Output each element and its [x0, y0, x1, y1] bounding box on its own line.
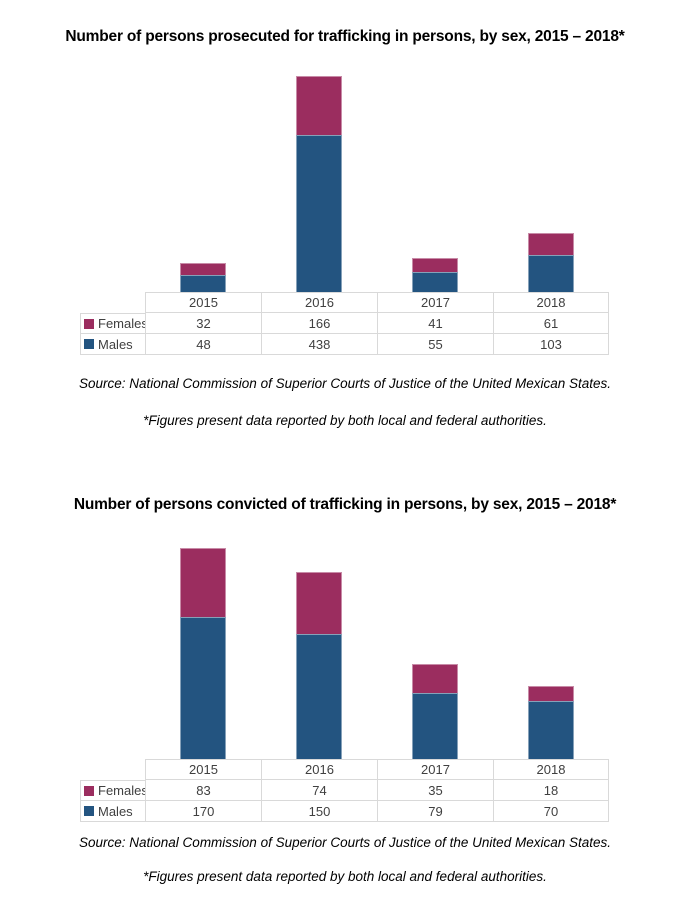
bar-2018 [493, 548, 609, 759]
chart-section-prosecuted: Number of persons prosecuted for traffic… [0, 28, 690, 429]
stacked-bar [296, 572, 342, 759]
year-header-cell: 2016 [261, 759, 377, 780]
chart-title-prosecuted: Number of persons prosecuted for traffic… [65, 28, 625, 45]
males-color-swatch-icon [84, 806, 94, 816]
value-cell: 170 [145, 801, 261, 822]
males-segment [528, 700, 574, 759]
females-color-swatch-icon [84, 785, 94, 796]
bar-2018 [493, 76, 609, 292]
year-header-row: 2015 2016 2017 2018 [80, 759, 609, 780]
males-segment [296, 633, 342, 759]
females-segment [296, 572, 342, 634]
females-segment [412, 663, 458, 694]
legend-column-spacer [80, 76, 145, 292]
females-legend-label: Females [98, 316, 145, 331]
value-cell: 74 [261, 780, 377, 801]
stacked-bar [412, 257, 458, 292]
data-table: 2015 2016 2017 2018 Females 83 74 35 18 [80, 759, 609, 822]
bar-2015 [145, 548, 261, 759]
bar-2017 [377, 76, 493, 292]
year-header-cell: 2018 [493, 292, 609, 313]
females-row: Females 83 74 35 18 [80, 780, 609, 801]
females-segment [296, 76, 342, 136]
value-cell: 79 [377, 801, 493, 822]
females-row: Females 32 166 41 61 [80, 313, 609, 334]
document-page: Number of persons prosecuted for traffic… [0, 28, 690, 885]
value-cell: 41 [377, 313, 493, 334]
data-table: 2015 2016 2017 2018 Females 32 166 41 61 [80, 292, 609, 355]
value-cell: 438 [261, 334, 377, 355]
stacked-bar [528, 685, 574, 759]
stacked-bar [296, 76, 342, 292]
value-cell: 35 [377, 780, 493, 801]
males-segment [180, 274, 226, 292]
males-segment [180, 617, 226, 759]
footnote: *Figures present data reported by both l… [143, 869, 547, 884]
value-cell: 83 [145, 780, 261, 801]
plot-area [80, 548, 609, 759]
legend-column-spacer [80, 548, 145, 759]
value-cell: 61 [493, 313, 609, 334]
females-segment [180, 548, 226, 618]
value-cell: 103 [493, 334, 609, 355]
table-corner-spacer [80, 759, 145, 780]
females-segment [412, 257, 458, 273]
value-cell: 32 [145, 313, 261, 334]
source-note: Source: National Commission of Superior … [79, 835, 611, 850]
year-header-cell: 2017 [377, 759, 493, 780]
males-segment [412, 272, 458, 292]
stacked-bar [180, 548, 226, 759]
males-color-swatch-icon [84, 339, 94, 349]
males-legend-key: Males [80, 334, 145, 355]
stacked-bar [412, 663, 458, 759]
chart-title-convicted: Number of persons convicted of trafficki… [73, 496, 617, 513]
bar-2017 [377, 548, 493, 759]
males-row: Males 48 438 55 103 [80, 334, 609, 355]
year-header-row: 2015 2016 2017 2018 [80, 292, 609, 313]
bar-2016 [261, 76, 377, 292]
females-segment [180, 263, 226, 275]
year-header-cell: 2015 [145, 759, 261, 780]
males-row: Males 170 150 79 70 [80, 801, 609, 822]
value-cell: 55 [377, 334, 493, 355]
value-cell: 70 [493, 801, 609, 822]
bar-2016 [261, 548, 377, 759]
females-color-swatch-icon [84, 318, 94, 329]
males-legend-label: Males [98, 336, 133, 352]
year-header-cell: 2017 [377, 292, 493, 313]
chart-section-convicted: Number of persons convicted of trafficki… [0, 496, 690, 885]
stacked-bar-chart-prosecuted: 2015 2016 2017 2018 Females 32 166 41 61 [80, 76, 609, 355]
females-legend-label: Females [98, 783, 145, 798]
males-segment [296, 135, 342, 292]
value-cell: 18 [493, 780, 609, 801]
footnote: *Figures present data reported by both l… [143, 413, 547, 428]
males-legend-key: Males [80, 801, 145, 822]
males-segment [528, 255, 574, 292]
stacked-bar [180, 263, 226, 292]
females-segment [528, 233, 574, 256]
females-legend-key: Females [80, 313, 145, 334]
year-header-cell: 2016 [261, 292, 377, 313]
females-segment [528, 685, 574, 701]
year-header-cell: 2018 [493, 759, 609, 780]
bar-2015 [145, 76, 261, 292]
plot-area [80, 76, 609, 292]
source-note: Source: National Commission of Superior … [79, 376, 611, 391]
value-cell: 166 [261, 313, 377, 334]
males-legend-label: Males [98, 803, 133, 819]
value-cell: 150 [261, 801, 377, 822]
table-corner-spacer [80, 292, 145, 313]
stacked-bar-chart-convicted: 2015 2016 2017 2018 Females 83 74 35 18 [80, 548, 609, 822]
value-cell: 48 [145, 334, 261, 355]
females-legend-key: Females [80, 780, 145, 801]
year-header-cell: 2015 [145, 292, 261, 313]
males-segment [412, 693, 458, 759]
stacked-bar [528, 233, 574, 292]
